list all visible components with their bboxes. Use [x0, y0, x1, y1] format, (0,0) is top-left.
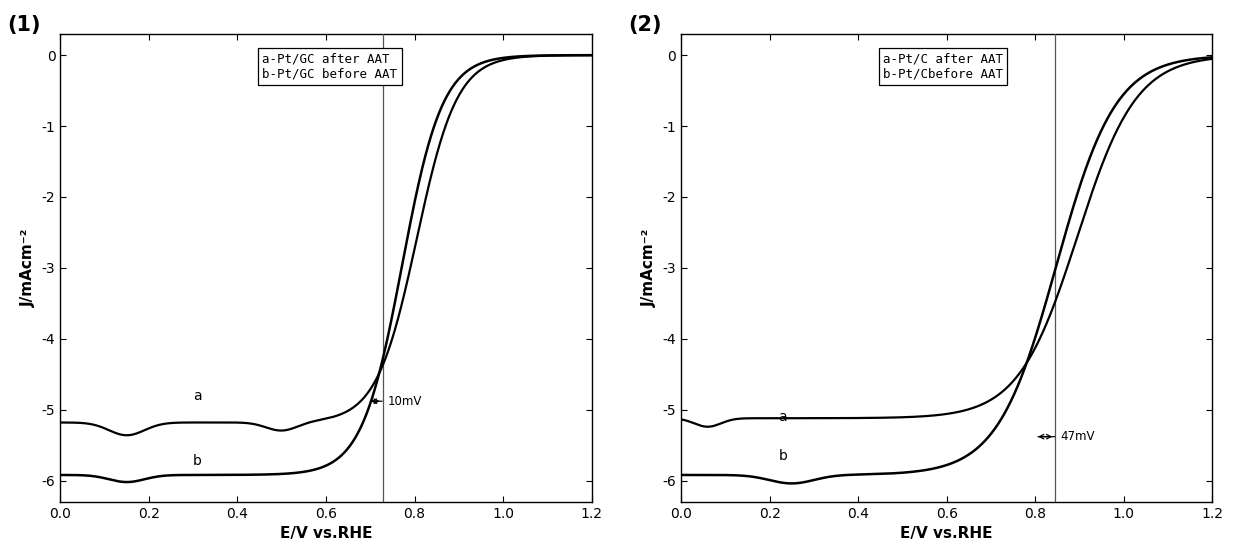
- Text: (1): (1): [7, 15, 41, 35]
- Y-axis label: J/mAcm⁻²: J/mAcm⁻²: [21, 229, 36, 307]
- X-axis label: E/V vs.RHE: E/V vs.RHE: [280, 526, 372, 541]
- Text: 47mV: 47mV: [1060, 430, 1095, 443]
- Text: a: a: [193, 388, 202, 402]
- Text: b: b: [193, 454, 202, 468]
- Text: (2): (2): [627, 15, 661, 35]
- Text: a: a: [779, 410, 787, 424]
- X-axis label: E/V vs.RHE: E/V vs.RHE: [900, 526, 993, 541]
- Text: b: b: [779, 449, 787, 463]
- Text: a-Pt/GC after AAT
b-Pt/GC before AAT: a-Pt/GC after AAT b-Pt/GC before AAT: [262, 52, 397, 80]
- Text: a-Pt/C after AAT
b-Pt/Cbefore AAT: a-Pt/C after AAT b-Pt/Cbefore AAT: [883, 52, 1003, 80]
- Text: 10mV: 10mV: [388, 395, 423, 408]
- Y-axis label: J/mAcm⁻²: J/mAcm⁻²: [642, 229, 657, 307]
